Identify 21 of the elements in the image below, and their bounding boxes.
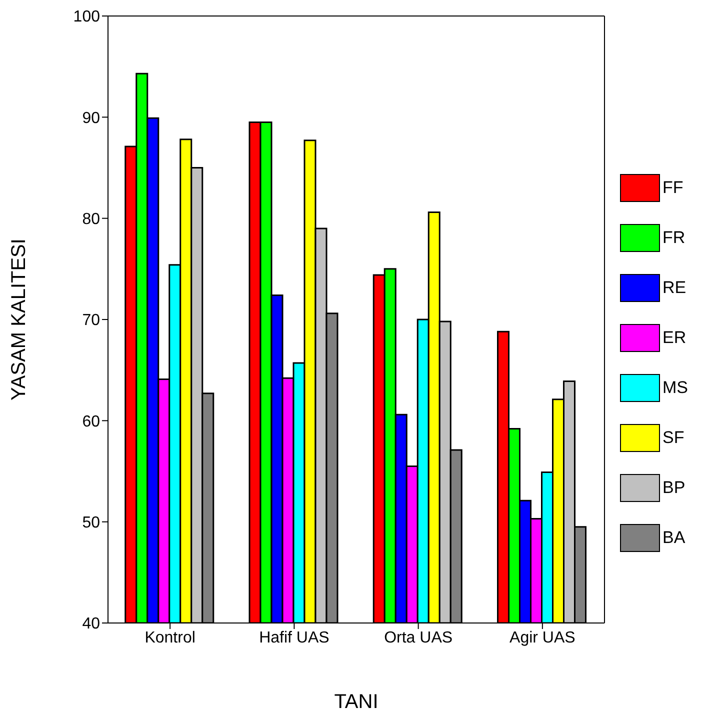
y-tick-label: 80 [82,211,100,228]
x-axis-title: TANI [334,691,378,713]
y-tick-label: 90 [82,110,100,127]
legend-label: BP [662,478,686,498]
legend-label: SF [662,428,684,448]
y-tick-label: 60 [82,413,100,430]
x-tick-label: Orta UAS [384,629,453,646]
legend-label: BA [662,528,686,548]
y-tick-label: 100 [73,8,100,26]
y-tick-label: 40 [82,616,100,633]
x-tick-label: Kontrol [144,629,196,646]
legend-label: FF [662,178,684,198]
legend-label: RE [662,278,686,298]
y-tick-label: 70 [82,312,100,330]
y-tick-label: 50 [82,514,100,532]
legend-label: MS [662,378,688,398]
x-tick-label: Agir UAS [510,629,576,646]
x-tick-label: Hafif UAS [259,629,330,646]
legend-label: ER [662,328,686,348]
y-axis-title: YASAM KALITESI [8,238,30,400]
legend-label: FR [662,228,686,248]
